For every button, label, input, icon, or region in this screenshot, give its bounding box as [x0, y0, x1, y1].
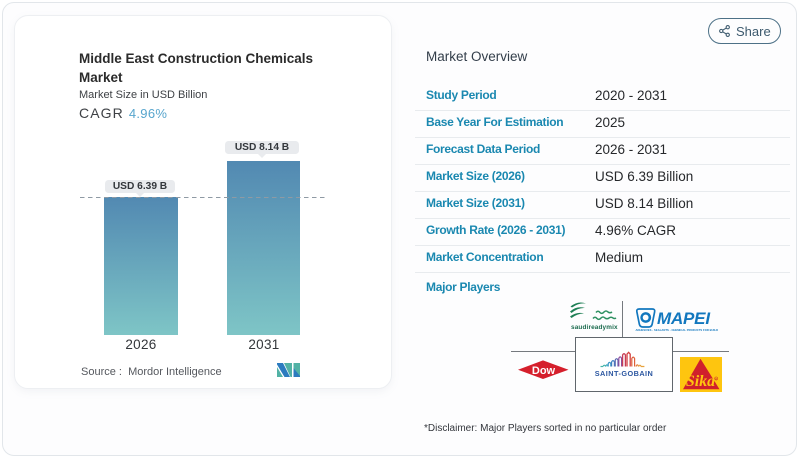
svg-text:Sika: Sika — [686, 373, 715, 390]
svg-text:saudireadymix: saudireadymix — [571, 324, 618, 331]
svg-text:ADHESIVES · SEALANTS · CHEMICA: ADHESIVES · SEALANTS · CHEMICAL PRODUCTS… — [636, 328, 719, 332]
svg-text:MAPEI: MAPEI — [657, 309, 711, 328]
svg-text:R: R — [715, 377, 717, 381]
svg-text:Dow: Dow — [532, 365, 556, 377]
